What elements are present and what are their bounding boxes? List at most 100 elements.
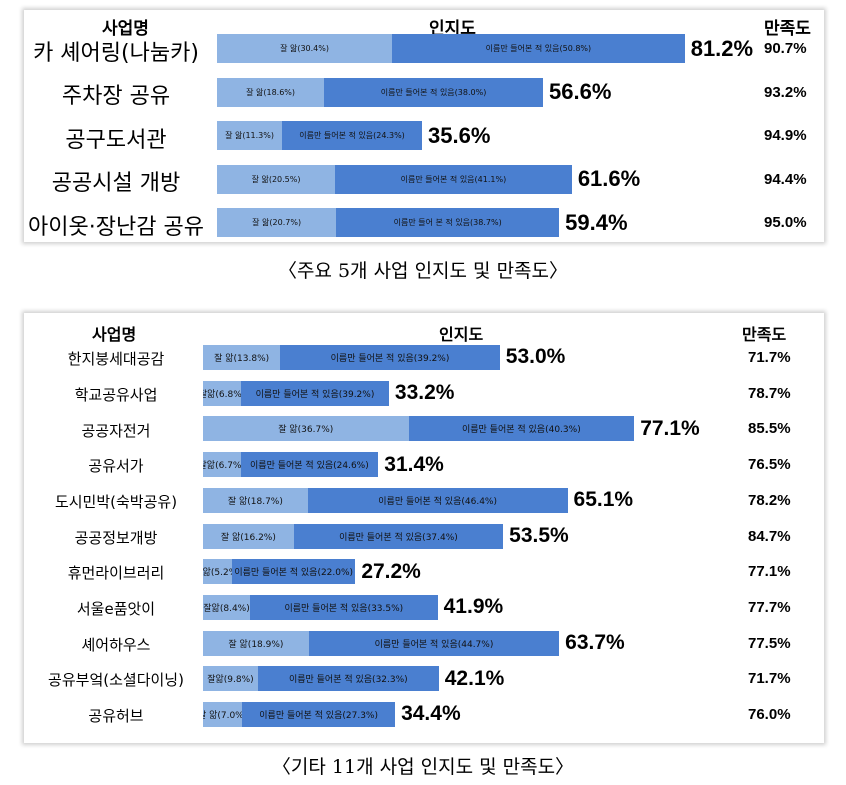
chart-row: 공구도서관 잘 앎(11.3%) 이름만 들어본 적 있음(24.3%) 35.6% 9… [24,121,824,153]
bar-segment-well-known: 잘 앎(20.7%) [217,208,337,237]
stacked-bar: 잘 앎(18.9%) 이름만 들어본 적 있음(44.7%) [203,630,560,656]
category-label: 주차장 공유 [61,84,171,110]
stacked-bar: 잘앎(8.4%) 이름만 들어본 적 있음(33.5%) [203,594,438,620]
bar-segment-heard-of: 이름만 들어본 적 있음(32.3%) [257,666,439,692]
category-label: 카 셰어링(나눔카) [33,40,199,66]
category-label: 공유서가 [88,457,144,476]
satisfaction-label: 77.1% [748,563,791,581]
stacked-bar: 잘 앎(20.7%) 이름만 들어 본 적 있음(38.7%) [217,208,560,237]
total-awareness-label: 41.9% [443,595,504,619]
stacked-bar: 잘 앎(18.7%) 이름만 들어본 적 있음(46.4%) [203,487,568,513]
chart-row: 공공정보개방 잘 앎(16.2%) 이름만 들어본 적 있음(37.4%) 53.5%… [24,523,824,549]
chart-row: 공유부엌(소셜다이닝) 잘앎(9.8%) 이름만 들어본 적 있음(32.3%) 42… [24,666,824,692]
total-awareness-label: 56.6% [549,79,612,105]
satisfaction-label: 95.0% [764,214,807,231]
satisfaction-label: 94.9% [764,127,807,144]
satisfaction-label: 78.7% [748,384,791,402]
category-label: 공유부엌(소셜다이닝) [48,671,184,690]
stacked-bar: 잘 앎(11.3%) 이름만 들어본 적 있음(24.3%) [217,121,423,150]
bar-segment-well-known: 잘앎(9.8%) [203,666,258,692]
satisfaction-label: 77.5% [748,634,791,652]
total-awareness-label: 65.1% [573,488,634,512]
bar-segment-well-known: 잘 앎(18.6%) [217,77,325,107]
bar-segment-well-known: 잘 앎(36.7%) [203,416,409,442]
stacked-bar: 잘 앎(16.2%) 이름만 들어본 적 있음(37.4%) [203,523,504,549]
chart-panel-main-5: 사업명 인지도 만족도 카 셰어링(나눔카) 잘 앎(30.4%) 이름만 들어본 … [24,10,824,242]
satisfaction-label: 77.7% [748,598,791,616]
chart-row: 도시민박(숙박공유) 잘 앎(18.7%) 이름만 들어본 적 있음(46.4%) 6… [24,487,824,513]
chart-row: 한지붕세대공감 잘 앎(13.8%) 이름만 들어본 적 있음(39.2%) 53.0… [24,345,824,370]
header-awareness: 인지도 [439,325,484,344]
bar-segment-well-known: 잘앎(8.4%) [203,594,251,620]
bar-segment-heard-of: 이름만 들어본 적 있음(41.1%) [335,164,572,194]
header-name: 사업명 [102,19,149,39]
bar-segment-heard-of: 이름만 들어본 적 있음(37.4%) [293,523,504,549]
category-label: 서울e품앗이 [76,600,156,619]
satisfaction-label: 93.2% [764,83,807,101]
bar-segment-heard-of: 이름만 들어본 적 있음(50.8%) [392,34,685,63]
total-awareness-label: 42.1% [444,666,505,690]
satisfaction-label: 84.7% [748,527,791,545]
stacked-bar: 잘앎(9.8%) 이름만 들어본 적 있음(32.3%) [203,666,439,692]
total-awareness-label: 33.2% [394,381,455,405]
bar-segment-heard-of: 이름만 들어본 적 있음(24.3%) [282,121,423,150]
bar-segment-heard-of: 이름만 들어본 적 있음(39.2%) [280,345,500,370]
category-label: 셰어하우스 [81,635,151,654]
header-name: 사업명 [92,325,137,344]
satisfaction-label: 90.7% [764,40,807,57]
satisfaction-label: 78.2% [748,491,791,509]
bar-segment-heard-of: 이름만 들어본 적 있음(24.6%) [240,452,379,478]
header-satisfaction: 만족도 [742,325,787,344]
stacked-bar: 잘 앎(13.8%) 이름만 들어본 적 있음(39.2%) [203,345,500,370]
total-awareness-label: 34.4% [401,702,461,726]
satisfaction-label: 71.7% [748,670,791,688]
category-label: 공공정보개방 [74,528,158,547]
category-label: 학교공유사업 [74,385,158,404]
satisfaction-label: 94.4% [764,170,807,188]
bar-segment-well-known: 잘 앎(20.5%) [217,164,336,194]
total-awareness-label: 77.1% [640,416,700,440]
total-awareness-label: 53.0% [505,345,566,369]
category-label: 공공자전거 [81,421,151,440]
chart-row: 서울e품앗이 잘앎(8.4%) 이름만 들어본 적 있음(33.5%) 41.9% 77… [24,594,824,620]
total-awareness-label: 61.6% [577,166,641,192]
category-label: 휴먼라이브러리 [67,564,165,583]
bar-segment-well-known: 잘 앎(13.8%) [203,345,281,370]
bar-segment-well-known: 잘앎(5.2%) [203,559,233,585]
bar-segment-heard-of: 이름만 들어본 적 있음(27.3%) [242,702,396,727]
satisfaction-label: 76.0% [748,706,791,723]
total-awareness-label: 31.4% [384,452,444,476]
category-label: 아이옷·장난감 공유 [28,214,204,240]
category-label: 도시민박(숙박공유) [54,492,178,511]
stacked-bar: 잘 앎(36.7%) 이름만 들어본 적 있음(40.3%) [203,416,635,442]
bar-segment-heard-of: 이름만 들어본 적 있음(22.0%) [232,559,356,585]
bar-segment-heard-of: 이름만 들어 본 적 있음(38.7%) [336,208,560,237]
stacked-bar: 잘 앎(20.5%) 이름만 들어본 적 있음(41.1%) [217,164,572,194]
bar-segment-well-known: 잘앎(6.7%) [203,452,241,478]
bar-segment-heard-of: 이름만 들어본 적 있음(38.0%) [324,77,543,107]
category-label: 공구도서관 [65,127,167,153]
caption-other-11: 〈기타 11개 사업 인지도 및 만족도〉 [271,756,575,778]
stacked-bar: 잘 앎(7.0%)이름만 들어본 적 있음(27.3%) [203,702,396,727]
total-awareness-label: 27.2% [361,559,421,583]
satisfaction-label: 71.7% [748,349,791,366]
bar-segment-heard-of: 이름만 들어본 적 있음(46.4%) [307,487,568,513]
total-awareness-label: 35.6% [428,122,491,148]
total-awareness-label: 53.5% [509,523,569,547]
category-label: 공공시설 개방 [51,171,181,197]
category-label: 공유허브 [88,707,144,726]
caption-main-5: 〈주요 5개 사업 인지도 및 만족도〉 [277,260,569,282]
satisfaction-label: 85.5% [748,420,791,438]
total-awareness-label: 81.2% [690,35,754,61]
bar-segment-well-known: 잘 앎(18.7%) [203,487,308,513]
stacked-bar: 잘 앎(30.4%) 이름만 들어본 적 있음(50.8%) [217,34,685,63]
chart-row: 주차장 공유 잘 앎(18.6%) 이름만 들어본 적 있음(38.0%) 56.6%… [24,77,824,110]
bar-segment-well-known: 잘 앎(16.2%) [203,523,294,549]
stacked-bar: 잘앎(6.8%)이름만 들어본 적 있음(39.2%) [203,380,389,406]
bar-segment-heard-of: 이름만 들어본 적 있음(39.2%) [241,380,389,406]
bar-segment-well-known: 잘 앎(11.3%) [217,121,283,150]
bar-segment-well-known: 잘 앎(30.4%) [217,34,393,63]
bar-segment-well-known: 잘 앎(18.9%) [203,630,309,656]
stacked-bar: 잘앎(5.2%)이름만 들어본 적 있음(22.0%) [203,559,356,585]
chart-row: 공공자전거 잘 앎(36.7%) 이름만 들어본 적 있음(40.3%) 77.1% 8… [24,416,824,442]
